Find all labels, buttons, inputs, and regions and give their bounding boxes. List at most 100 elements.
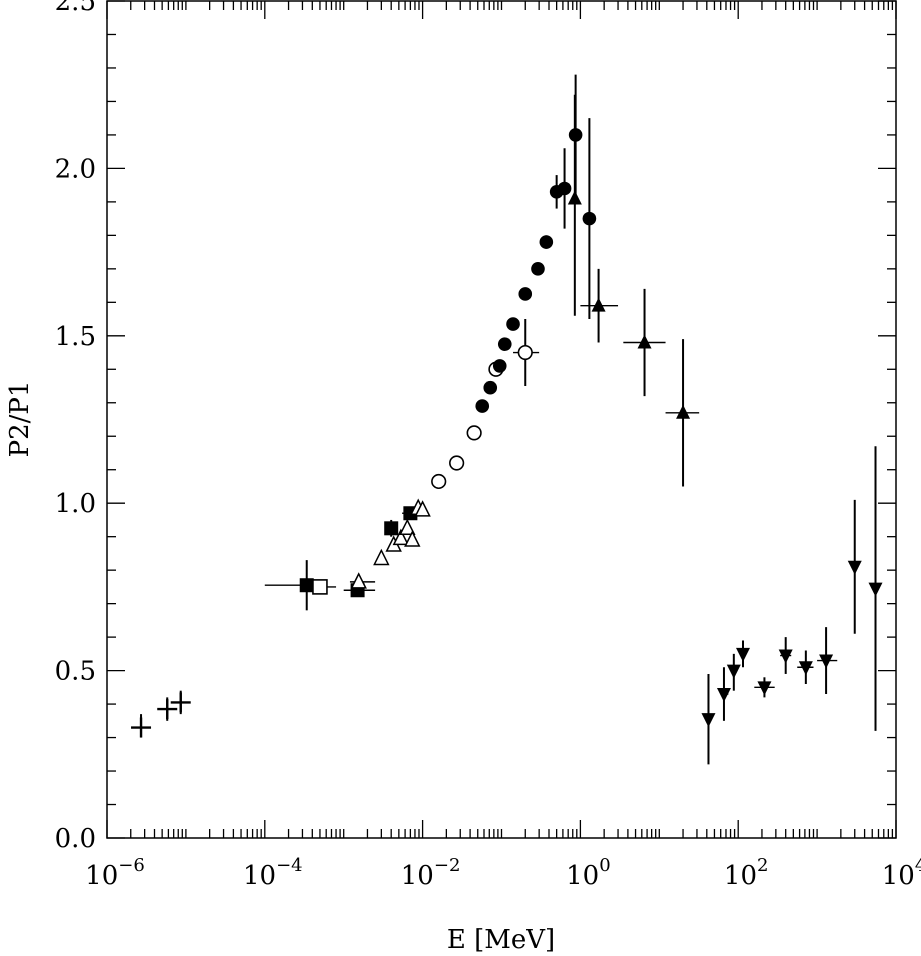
data-point (735, 640, 750, 668)
data-point (302, 579, 337, 595)
marker (404, 530, 421, 547)
data-point (797, 650, 814, 684)
marker (637, 334, 652, 349)
data-point (623, 288, 666, 397)
marker (539, 235, 554, 249)
data-point (582, 118, 597, 320)
data-point (531, 262, 545, 276)
plot-frame (106, 0, 897, 839)
data-point (431, 473, 447, 490)
data-point (414, 500, 431, 517)
marker (778, 649, 793, 664)
x-tick-label: 10−6 (85, 855, 145, 891)
marker (475, 399, 490, 413)
data-point (716, 667, 731, 721)
marker (726, 664, 741, 679)
y-axis-label: P2/P1 (5, 381, 35, 458)
data-point (349, 572, 376, 589)
marker (591, 297, 606, 312)
data-point (580, 268, 619, 343)
data-point (373, 548, 390, 566)
marker (373, 548, 390, 566)
data-point (665, 339, 700, 487)
series-open-triangle (349, 498, 431, 589)
data-point (518, 287, 533, 301)
x-tick-label: 104 (882, 855, 921, 891)
marker (399, 518, 416, 536)
data-point (170, 690, 191, 715)
marker (531, 262, 545, 276)
x-tick-label: 10−2 (401, 855, 461, 891)
marker (506, 317, 520, 331)
marker (819, 654, 834, 669)
data-point (726, 653, 741, 691)
data-point (483, 380, 498, 395)
data-point (557, 148, 572, 229)
y-tick-labels: 0.0 0.5 1.0 1.5 2.0 2.5 (55, 0, 96, 854)
data-point (778, 637, 793, 674)
series-filled-square (264, 506, 418, 611)
y-tick-label: 0.5 (55, 657, 96, 687)
data-point (384, 519, 399, 537)
data-point (497, 337, 512, 351)
series-cross (131, 690, 191, 738)
data-point (157, 697, 178, 721)
marker (466, 425, 482, 441)
marker (449, 455, 465, 471)
data-point (506, 317, 520, 331)
marker (497, 337, 512, 351)
data-point (449, 455, 465, 471)
data-points (131, 74, 883, 765)
marker (518, 287, 533, 301)
series-open-square (302, 579, 337, 595)
data-point (466, 425, 482, 441)
data-point (567, 94, 582, 316)
data-point (847, 499, 862, 634)
marker (517, 344, 533, 361)
data-point (868, 446, 883, 731)
marker (716, 688, 731, 703)
marker (701, 713, 716, 728)
y-tick-label: 2.5 (55, 0, 96, 17)
marker (567, 190, 582, 205)
data-point (513, 319, 540, 387)
marker (798, 661, 813, 676)
marker (312, 579, 328, 595)
data-point (475, 399, 490, 413)
y-tick-label: 1.5 (55, 322, 96, 352)
marker (582, 211, 597, 226)
data-point (539, 235, 554, 249)
x-tick-label: 100 (566, 855, 611, 891)
series-filled-circle (475, 74, 597, 413)
marker (492, 359, 507, 373)
marker (757, 681, 772, 696)
marker (735, 647, 750, 662)
x-tick-label: 102 (724, 855, 769, 891)
data-point (754, 677, 775, 698)
marker (392, 528, 410, 546)
marker (847, 560, 862, 575)
marker (676, 404, 691, 419)
data-point (399, 518, 416, 536)
data-point (817, 627, 838, 695)
x-tick-label: 10−4 (243, 855, 303, 891)
data-point (404, 530, 421, 547)
series-filled-inverted-triangle (701, 446, 883, 765)
data-point (131, 714, 152, 738)
y-tick-label: 2.0 (55, 154, 96, 184)
marker (431, 473, 447, 490)
data-point (701, 673, 716, 765)
marker (483, 380, 498, 395)
marker (557, 181, 572, 196)
x-tick-labels: 10−6 10−4 10−2 100 102 104 (85, 855, 921, 891)
marker (868, 582, 883, 597)
marker (350, 572, 367, 589)
y-tick-label: 1.0 (55, 489, 96, 519)
y-tick-label: 0.0 (55, 824, 96, 854)
series-filled-triangle (567, 94, 700, 487)
x-axis-label: E [MeV] (447, 925, 555, 955)
data-point (492, 359, 507, 373)
marker (299, 578, 314, 593)
axis-ticks (106, 0, 897, 839)
